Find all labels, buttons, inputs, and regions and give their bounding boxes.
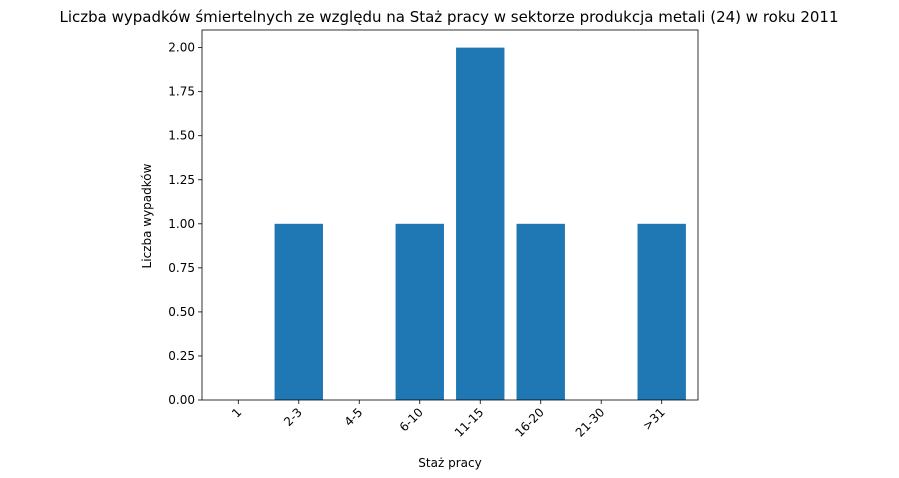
x-tick-label: 16-20 xyxy=(512,405,547,440)
bar-16-20 xyxy=(516,223,565,400)
x-tick-label: 21-30 xyxy=(573,405,608,440)
x-tick-label: 11-15 xyxy=(452,405,487,440)
y-tick-label: 0.75 xyxy=(168,261,195,275)
y-tick-label: 0.50 xyxy=(168,305,195,319)
plot-frame xyxy=(201,29,699,401)
bar-2-3 xyxy=(274,223,323,400)
x-tick-label: 1 xyxy=(229,405,244,420)
x-axis-label: Staż pracy xyxy=(418,456,481,470)
y-tick-label: 2.00 xyxy=(168,41,195,55)
x-tick-label: 6-10 xyxy=(397,405,426,434)
x-tick-label: 2-3 xyxy=(281,405,305,429)
y-tick-label: 0.00 xyxy=(168,393,195,407)
y-tick-label: 1.75 xyxy=(168,85,195,99)
y-tick-label: 1.00 xyxy=(168,217,195,231)
x-tick-label: >31 xyxy=(640,405,668,433)
y-tick-label: 1.25 xyxy=(168,173,195,187)
y-axis-label: Liczba wypadków xyxy=(140,163,154,268)
y-tick-label: 1.50 xyxy=(168,129,195,143)
bar-6-10 xyxy=(395,223,444,400)
y-axis-ticks: 0.00 0.25 0.50 0.75 1.00 1.25 1.50 1.75 2.00 xyxy=(168,41,202,407)
x-tick-label: 4-5 xyxy=(342,405,366,429)
x-axis-ticks: 1 2-3 4-5 6-10 11-15 16-20 21-30 >31 xyxy=(229,400,668,440)
bar-11-15 xyxy=(456,47,505,400)
bar->31 xyxy=(637,223,686,400)
chart-title: Liczba wypadków śmiertelnych ze względu … xyxy=(59,8,838,26)
bars-group xyxy=(274,47,686,400)
y-tick-label: 0.25 xyxy=(168,349,195,363)
